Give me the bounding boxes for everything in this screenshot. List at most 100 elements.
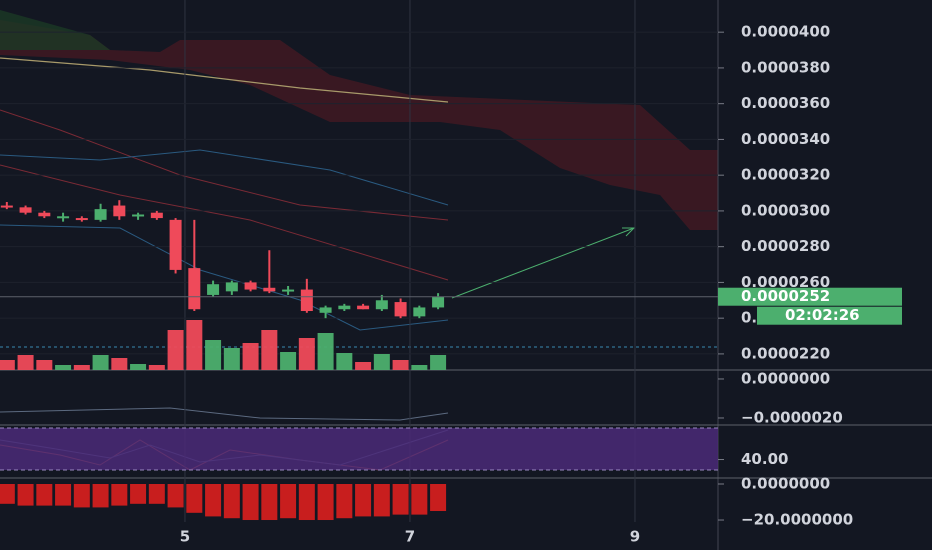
countdown: 02:02:26 xyxy=(785,306,860,324)
histogram-bar xyxy=(17,483,34,506)
volume-bar xyxy=(430,355,447,370)
volume-bar xyxy=(317,333,334,370)
candle-body xyxy=(338,305,351,310)
histogram-bar xyxy=(186,483,203,513)
histogram-bar xyxy=(111,483,128,506)
histogram-bar xyxy=(336,483,353,519)
y-tick-label: −0.0000020 xyxy=(741,408,843,426)
candle-body xyxy=(244,282,257,290)
y-tick-label: 40.00 xyxy=(741,450,788,468)
volume-bar xyxy=(92,355,109,370)
volume-bar xyxy=(111,358,128,370)
candle-body xyxy=(150,212,163,219)
x-tick-label: 9 xyxy=(630,528,640,546)
y-tick-label: 0.0000360 xyxy=(741,94,830,112)
candle-body xyxy=(357,305,370,310)
y-tick-label: 0.0000340 xyxy=(741,130,830,148)
histogram-bar xyxy=(280,483,297,519)
candle-body xyxy=(19,207,32,213)
y-tick-label: 0.0000220 xyxy=(741,344,830,362)
histogram-bar xyxy=(392,483,409,515)
y-tick-label: 0.0000320 xyxy=(741,166,830,184)
volume-bar xyxy=(0,360,15,370)
histogram-bar xyxy=(430,483,447,512)
volume-bar xyxy=(148,365,165,370)
y-tick-label: 0.0000280 xyxy=(741,237,830,255)
candle-body xyxy=(300,289,313,312)
candle-body xyxy=(319,307,332,313)
candle-body xyxy=(263,287,276,292)
volume-bar xyxy=(167,330,184,370)
cloud-green xyxy=(0,10,110,50)
histogram-bar xyxy=(0,483,15,504)
volume-bar xyxy=(130,364,147,370)
histogram-bar xyxy=(205,483,222,517)
volume-bar xyxy=(36,360,53,370)
price-tag-label: 0.0000252 xyxy=(741,287,830,305)
y-tick-label: 0.0000260 xyxy=(741,273,830,291)
volume-bar xyxy=(242,343,259,370)
candle-body xyxy=(113,205,126,217)
volume-bar xyxy=(223,348,240,370)
histogram-bar xyxy=(148,483,165,504)
histogram-bar xyxy=(73,483,90,508)
y-tick-label: 0.0000300 xyxy=(741,201,830,219)
histogram-bar xyxy=(130,483,147,504)
candle-body xyxy=(0,205,13,208)
arrow xyxy=(451,227,635,299)
arrow-head xyxy=(622,227,636,237)
candle-body xyxy=(413,307,426,317)
x-tick-label: 5 xyxy=(180,528,190,546)
volume-bar xyxy=(336,353,353,370)
y-tick-label: 0.0000400 xyxy=(741,23,830,41)
histogram-bar xyxy=(298,483,315,521)
histogram-bar xyxy=(373,483,390,517)
histogram-bar xyxy=(411,483,428,515)
histogram-bar xyxy=(261,483,278,521)
volume-bar xyxy=(373,354,390,370)
histogram-bar xyxy=(317,483,334,521)
histogram-bar xyxy=(55,483,72,506)
volume-bar xyxy=(355,362,372,370)
volume-bar xyxy=(73,365,90,370)
countdown-tag xyxy=(757,306,902,325)
moving-average xyxy=(0,57,449,103)
volume-bar xyxy=(298,338,315,370)
volume-bar xyxy=(261,330,278,370)
histogram-bar xyxy=(223,483,240,519)
volume-bar xyxy=(55,365,72,370)
candle-body xyxy=(394,302,407,317)
candle-body xyxy=(188,268,201,310)
volume-bar xyxy=(280,352,297,370)
y-tick-label: −20.0000000 xyxy=(741,511,853,529)
histogram-bar xyxy=(36,483,53,506)
candle-body xyxy=(432,296,445,308)
x-tick-label: 7 xyxy=(405,528,415,546)
y-tick-label: 0.0000000 xyxy=(741,474,830,492)
macd-line xyxy=(0,407,449,421)
volume-bar xyxy=(186,320,203,370)
histogram-bar xyxy=(355,483,372,517)
candle-body xyxy=(282,289,295,292)
volume-bar xyxy=(411,365,428,370)
histogram-bar xyxy=(167,483,184,508)
y-tick-label: 0.0000000 xyxy=(741,369,830,387)
candle-body xyxy=(207,284,220,295)
volume-bar xyxy=(17,355,34,370)
volume-bar xyxy=(392,360,409,370)
candle-body xyxy=(94,209,107,220)
histogram-bar xyxy=(92,483,109,508)
rsi-band xyxy=(0,428,718,471)
candle-body xyxy=(375,300,388,310)
candle-body xyxy=(169,219,182,270)
y-tick-label: 0.0000380 xyxy=(741,58,830,76)
price-tag xyxy=(718,287,902,306)
candle-body xyxy=(57,216,70,219)
candle-body xyxy=(75,218,88,221)
candle-body xyxy=(132,214,145,217)
candle-body xyxy=(38,212,51,217)
histogram-bar xyxy=(242,483,259,521)
candle-body xyxy=(225,282,238,292)
volume-bar xyxy=(205,340,222,370)
